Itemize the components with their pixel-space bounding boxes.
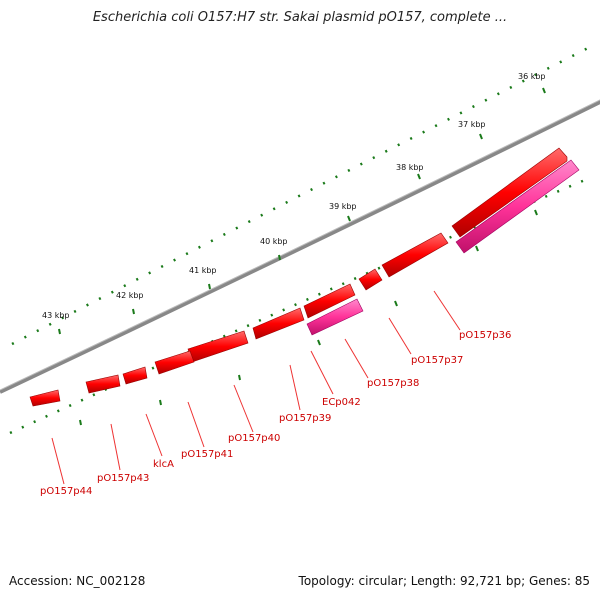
kbp-label: 38 kbp [396,163,424,172]
gene-label: pO157p44 [40,486,92,497]
gene-block[interactable] [122,366,148,385]
gene-label: pO157p39 [279,413,331,424]
gene-label: pO157p43 [97,473,149,484]
inner-major-ticks [79,209,538,426]
gene-block[interactable] [451,147,568,238]
rna-block[interactable] [306,298,364,336]
gene-label: pO157p41 [181,449,233,460]
gene-label: pO157p38 [367,378,419,389]
rna-block[interactable] [455,159,580,254]
gene-block[interactable] [85,374,121,394]
gene-block[interactable] [303,283,356,319]
backbone-arc [0,99,600,394]
accession-text: Accession: NC_002128 [9,574,146,588]
kbp-label: 37 kbp [458,120,486,129]
map-title: Escherichia coli O157:H7 str. Sakai plas… [92,10,508,25]
label-leaders [51,290,461,485]
gene-block[interactable] [252,307,305,340]
rna-features [306,159,580,336]
outer-major-ticks [58,87,546,335]
kbp-label: 42 kbp [116,291,144,300]
kbp-label: 43 kbp [42,311,70,320]
kbp-label: 41 kbp [189,266,217,275]
kbp-label: 39 kbp [329,202,357,211]
gene-label: klcA [153,459,174,470]
gene-label: pO157p37 [411,355,463,366]
gene-label: ECp042 [322,397,361,408]
gene-block[interactable] [358,268,383,291]
kbp-label: 36 kbp [518,72,546,81]
kbp-label: 40 kbp [260,237,288,246]
gene-block[interactable] [29,389,61,407]
summary-text: Topology: circular; Length: 92,721 bp; G… [298,574,590,588]
gene-label: pO157p40 [228,433,280,444]
backbone-arc-highlight [0,99,600,391]
gene-block[interactable] [381,232,449,278]
gene-features [29,147,568,407]
gene-block[interactable] [187,330,249,363]
gene-block[interactable] [154,350,195,375]
gene-label: pO157p36 [459,330,511,341]
